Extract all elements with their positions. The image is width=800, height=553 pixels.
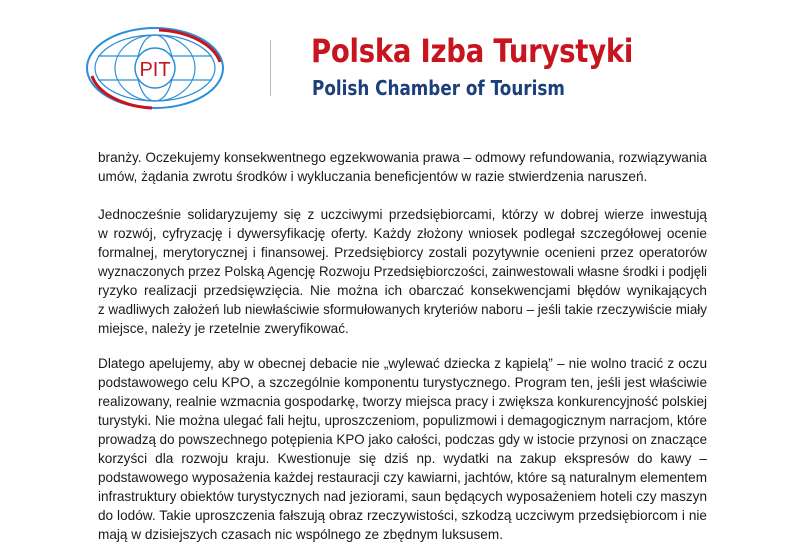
- svg-text:PIT: PIT: [139, 59, 170, 81]
- text-line: z wadliwych założeń lub niewłaściwie sfo…: [98, 300, 707, 319]
- text-line: mają w dzisiejszych czasach nic wspólneg…: [98, 525, 707, 544]
- text-line: miejsce, należy je rzetelnie zweryfikowa…: [98, 319, 707, 338]
- text-line: Jednocześnie solidaryzujemy się z uczciw…: [98, 205, 707, 224]
- text-line-content: z wadliwych założeń lub niewłaściwie sfo…: [98, 302, 707, 317]
- text-line: umów, żądania zwrotu środków i wykluczan…: [98, 167, 707, 186]
- text-line: prowadzą do powszechnego potępienia KPO …: [98, 430, 707, 449]
- text-line: Dlatego apelujemy, aby w obecnej debacie…: [98, 354, 707, 373]
- organization-title: Polska Izba Turystyki: [311, 32, 634, 70]
- text-line-content: korzyści dla rozwoju kraju. Kwestionuje …: [98, 451, 707, 466]
- paragraph-2: Jednocześnie solidaryzujemy się z uczciw…: [98, 205, 707, 338]
- text-line-content: miejsce, należy je rzetelnie zweryfikowa…: [98, 321, 349, 336]
- text-line: realizowany, realnie wzmacnia gospodarkę…: [98, 392, 707, 411]
- text-line: wyznaczonych przez Polską Agencję Rozwoj…: [98, 262, 707, 281]
- header-divider: [270, 40, 271, 96]
- text-line-content: branży. Oczekujemy konsekwentnego egzekw…: [98, 150, 707, 165]
- text-line: do lodów. Takie uproszczenia fałszują ob…: [98, 506, 707, 525]
- paragraph-3: Dlatego apelujemy, aby w obecnej debacie…: [98, 354, 707, 544]
- text-line-content: infrastruktury obiektów turystycznych na…: [98, 489, 707, 504]
- text-line: ryzyko realizacji przedsięwzięcia. Nie m…: [98, 281, 707, 300]
- text-line-content: do lodów. Takie uproszczenia fałszują ob…: [98, 508, 707, 523]
- text-line-content: Jednocześnie solidaryzujemy się z uczciw…: [98, 207, 707, 222]
- text-line: formalnej, merytorycznej i finansowej. P…: [98, 243, 707, 262]
- text-line: korzyści dla rozwoju kraju. Kwestionuje …: [98, 449, 707, 468]
- text-line-content: podstawowego celu KPO, a szczególnie kom…: [98, 375, 707, 390]
- text-line-content: wyznaczonych przez Polską Agencję Rozwoj…: [98, 264, 707, 279]
- pit-logo: PIT: [86, 27, 224, 110]
- paragraph-1: branży. Oczekujemy konsekwentnego egzekw…: [98, 148, 707, 186]
- text-line-content: ryzyko realizacji przedsięwzięcia. Nie m…: [98, 283, 707, 298]
- text-line: podstawowego celu KPO, a szczególnie kom…: [98, 373, 707, 392]
- text-line: branży. Oczekujemy konsekwentnego egzekw…: [98, 148, 707, 167]
- text-line: w rozwój, cyfryzację i dywersyfikację of…: [98, 224, 707, 243]
- text-line: infrastruktury obiektów turystycznych na…: [98, 487, 707, 506]
- text-line-content: prowadzą do powszechnego potępienia KPO …: [98, 432, 707, 447]
- text-line: turystyki. Nie można ulegać fali hejtu, …: [98, 411, 707, 430]
- text-line-content: mają w dzisiejszych czasach nic wspólneg…: [98, 527, 503, 542]
- text-line: podstawowego wyposażenia każdej restaura…: [98, 468, 707, 487]
- text-line-content: turystyki. Nie można ulegać fali hejtu, …: [98, 413, 707, 428]
- text-line-content: formalnej, merytorycznej i finansowej. P…: [98, 245, 707, 260]
- text-line-content: Dlatego apelujemy, aby w obecnej debacie…: [98, 356, 707, 371]
- text-line-content: realizowany, realnie wzmacnia gospodarkę…: [98, 394, 707, 409]
- text-line-content: umów, żądania zwrotu środków i wykluczan…: [98, 169, 648, 184]
- text-line-content: w rozwój, cyfryzację i dywersyfikację of…: [98, 226, 707, 241]
- organization-subtitle: Polish Chamber of Tourism: [312, 76, 565, 100]
- text-line-content: podstawowego wyposażenia każdej restaura…: [98, 470, 707, 485]
